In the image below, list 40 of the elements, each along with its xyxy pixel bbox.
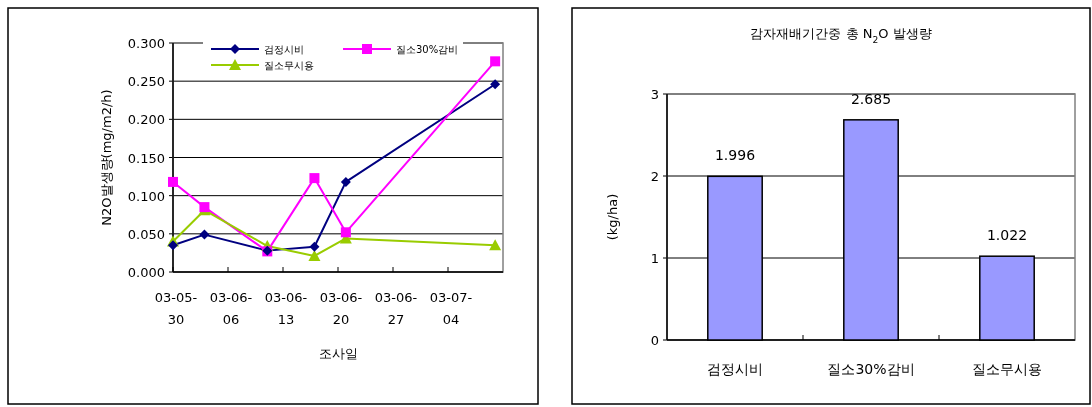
y-tick-label: 2 — [650, 169, 659, 184]
y-axis-title: (kg/ha) — [605, 193, 620, 241]
y-tick-label: 0.200 — [127, 112, 165, 128]
x-tick-label: 03-06-27 — [374, 290, 418, 327]
legend-label: 질소무시용 — [264, 60, 314, 71]
point — [490, 79, 501, 90]
point — [199, 229, 210, 240]
x-tick-label: 질소무시용 — [972, 361, 1042, 377]
x-tick-label: 03-07-04 — [429, 290, 473, 327]
y-tick-label: 0.050 — [127, 226, 165, 242]
y-tick-label: 0 — [650, 333, 659, 348]
point — [340, 227, 351, 238]
point — [309, 241, 320, 252]
x-tick-label: 질소30%감비 — [827, 361, 915, 377]
point — [490, 56, 501, 67]
y-tick-label: 1 — [650, 251, 659, 266]
point — [489, 239, 502, 251]
chart-title: 감자재배기간중 총 N$_{2}$O 발생량 — [750, 26, 932, 45]
point — [168, 176, 178, 187]
x-tick-label: 03-06-13 — [264, 290, 308, 327]
point — [168, 240, 178, 251]
data-label: 1.022 — [986, 227, 1028, 244]
point — [309, 173, 320, 184]
x-tick-label: 03-06-20 — [319, 290, 363, 327]
x-tick-label: 03-05-30 — [154, 290, 198, 327]
x-axis-title: 조사일 — [318, 346, 358, 361]
x-tick-label: 03-06-06 — [209, 290, 253, 327]
point — [340, 176, 351, 187]
y-tick-label: 0.300 — [127, 36, 165, 51]
legend-label: 질소30%감비 — [396, 44, 459, 55]
y-tick-label: 0.100 — [127, 188, 165, 204]
y-axis-title: N2O발생량(mg/m2/h) — [99, 89, 114, 226]
y-tick-label: 0.250 — [127, 74, 165, 90]
legend-label: 검정시비 — [264, 44, 304, 55]
y-tick-label: 0.150 — [127, 150, 165, 166]
x-tick-label: 검정시비 — [707, 361, 763, 377]
y-tick-label: 3 — [650, 87, 659, 102]
y-tick-label: 0.000 — [127, 265, 165, 280]
data-label: 2.685 — [850, 90, 892, 107]
data-label: 1.996 — [714, 147, 756, 164]
